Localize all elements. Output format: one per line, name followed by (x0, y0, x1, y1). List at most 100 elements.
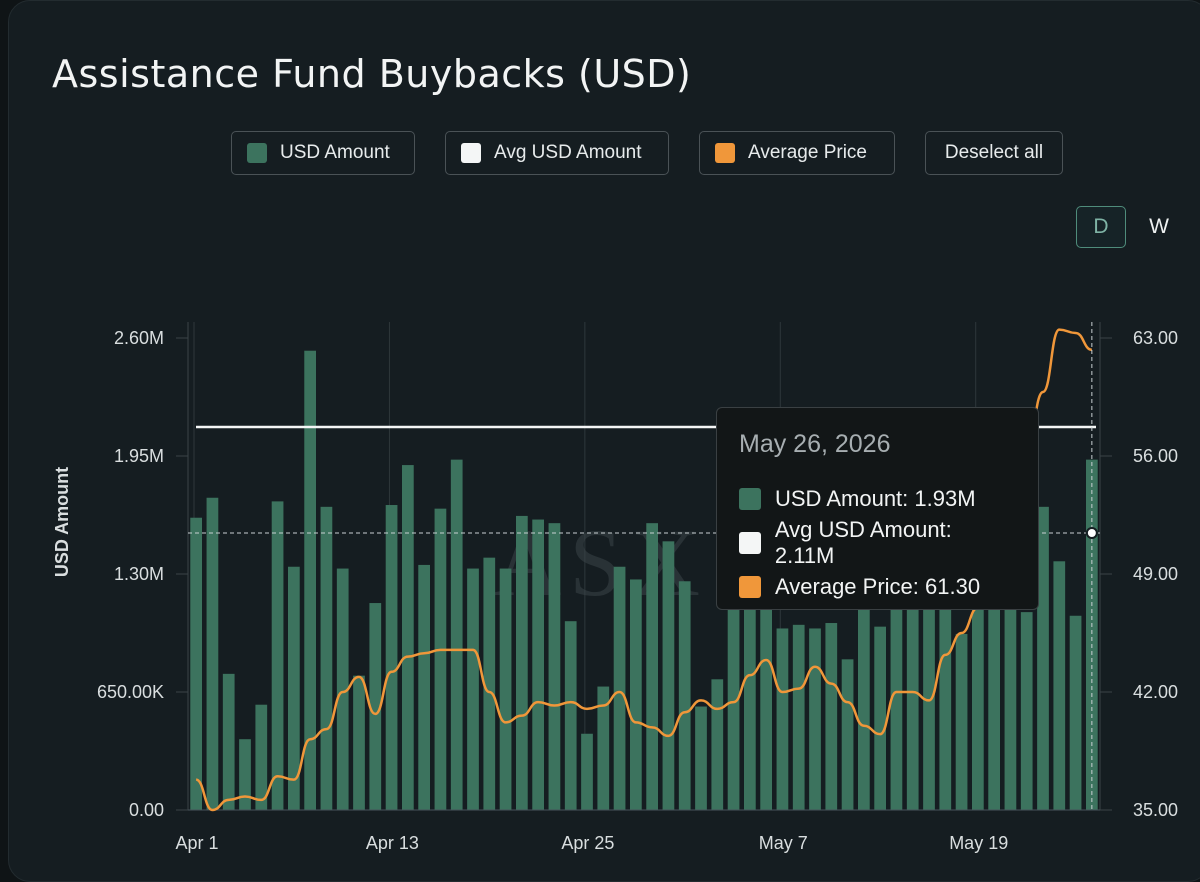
usd-amount-bar[interactable] (353, 675, 365, 810)
tooltip-row-avg-usd-amount: Avg USD Amount: 2.11M (739, 517, 1016, 568)
usd-amount-bar[interactable] (450, 459, 463, 810)
usd-amount-bar[interactable] (239, 739, 251, 810)
usd-amount-bar[interactable] (1037, 506, 1049, 810)
legend-usd-amount-button[interactable]: USD Amount (231, 131, 415, 175)
usd-amount-bar[interactable] (857, 592, 870, 810)
usd-amount-bar[interactable] (385, 505, 398, 810)
usd-amount-bar[interactable] (336, 568, 349, 810)
usd-amount-bar[interactable] (792, 624, 805, 810)
usd-amount-bar[interactable] (483, 557, 496, 810)
deselect-all-button[interactable]: Deselect all (925, 131, 1063, 175)
usd-amount-bar[interactable] (825, 623, 838, 810)
y2-tick-label: 63.00 (1133, 328, 1178, 348)
x-tick-label: May 19 (949, 833, 1008, 853)
tooltip-avg-usd-amount-text: Avg USD Amount: 2.11M (774, 517, 952, 568)
tooltip-avg-usd-amount-swatch-icon (739, 532, 761, 554)
usd-amount-bar[interactable] (499, 568, 512, 810)
legend-average-price-button[interactable]: Average Price (699, 131, 895, 175)
tooltip-date: May 26, 2026 (739, 430, 891, 458)
usd-amount-bar[interactable] (613, 566, 626, 810)
usd-amount-bar[interactable] (564, 621, 577, 810)
x-tick-label: Apr 1 (175, 833, 218, 853)
usd-amount-bar[interactable] (727, 557, 740, 810)
usd-amount-bar[interactable] (776, 628, 789, 810)
usd-amount-bar[interactable] (190, 517, 203, 810)
usd-amount-bar[interactable] (271, 501, 284, 810)
legend-avg-usd-amount-button[interactable]: Avg USD Amount (445, 131, 669, 175)
usd-amount-bar[interactable] (1020, 612, 1033, 810)
usd-amount-bar[interactable] (1085, 459, 1098, 810)
usd-amount-bar[interactable] (890, 570, 903, 810)
period-weekly-button[interactable]: W (1149, 215, 1169, 238)
usd-amount-bar[interactable] (955, 633, 968, 810)
usd-amount-bar[interactable] (939, 592, 952, 810)
usd-amount-bar[interactable] (662, 541, 675, 810)
y-tick-label: 0.00 (129, 800, 164, 820)
tooltip-row-average-price: Average Price: 61.30 (739, 565, 1016, 609)
tooltip-usd-amount-text: USD Amount: 1.93M (775, 486, 976, 511)
usd-amount-bar[interactable] (760, 583, 773, 810)
tooltip-average-price-swatch-icon (739, 576, 761, 598)
usd-amount-bar[interactable] (401, 465, 414, 810)
y-tick-label: 1.95M (114, 446, 164, 466)
usd-amount-bar[interactable] (581, 733, 593, 810)
usd-amount-bar[interactable] (304, 350, 317, 810)
usd-amount-bar[interactable] (646, 523, 659, 810)
usd-amount-bar[interactable] (971, 539, 984, 810)
period-daily-button[interactable]: D (1076, 206, 1126, 248)
usd-amount-bar[interactable] (369, 603, 382, 810)
y-tick-label: 650.00K (97, 682, 164, 702)
y2-tick-label: 49.00 (1133, 564, 1178, 584)
usd-amount-bar[interactable] (629, 579, 642, 810)
usd-amount-bar[interactable] (743, 606, 756, 810)
usd-amount-bar[interactable] (418, 564, 431, 810)
y-axis-label: USD Amount (52, 467, 72, 577)
y2-tick-label: 56.00 (1133, 446, 1178, 466)
legend-usd-amount-label: USD Amount (280, 142, 390, 163)
usd-amount-bar[interactable] (923, 583, 935, 810)
usd-amount-bar[interactable] (841, 659, 854, 810)
y-tick-label: 2.60M (114, 328, 164, 348)
tooltip-row-usd-amount: USD Amount: 1.93M (739, 477, 1016, 521)
x-tick-label: Apr 25 (561, 833, 614, 853)
usd-amount-bar[interactable] (809, 628, 821, 810)
usd-amount-bar[interactable] (597, 686, 610, 810)
avg-usd-amount-swatch-icon (461, 143, 481, 163)
usd-amount-bar[interactable] (532, 519, 545, 810)
y-tick-label: 1.30M (114, 564, 164, 584)
chart-tooltip: May 26, 2026 USD Amount: 1.93M Avg USD A… (716, 407, 1039, 610)
usd-amount-bar[interactable] (467, 568, 479, 810)
usd-amount-bar[interactable] (320, 506, 333, 810)
usd-amount-bar[interactable] (255, 704, 268, 810)
x-tick-label: Apr 13 (366, 833, 419, 853)
usd-amount-bar[interactable] (1053, 561, 1066, 810)
usd-amount-bar[interactable] (1004, 590, 1017, 810)
usd-amount-bar[interactable] (434, 508, 447, 810)
x-tick-label: May 7 (759, 833, 808, 853)
usd-amount-bar[interactable] (515, 515, 528, 810)
usd-amount-bar[interactable] (988, 593, 1001, 810)
deselect-all-label: Deselect all (944, 142, 1044, 163)
chart-title: Assistance Fund Buybacks (USD) (52, 52, 692, 96)
usd-amount-bar[interactable] (695, 706, 707, 810)
legend-average-price-label: Average Price (748, 142, 867, 163)
usd-amount-bar[interactable] (678, 581, 691, 810)
average-price-line (195, 328, 1093, 812)
crosshair-point (1085, 527, 1098, 539)
y2-tick-label: 42.00 (1133, 682, 1178, 702)
average-price-swatch-icon (715, 143, 735, 163)
tooltip-average-price-text: Average Price: 61.30 (775, 574, 981, 599)
usd-amount-bar[interactable] (206, 497, 219, 810)
usd-amount-bar[interactable] (711, 679, 724, 810)
usd-amount-swatch-icon (247, 143, 267, 163)
legend-avg-usd-amount-label: Avg USD Amount (494, 142, 642, 163)
usd-amount-bar[interactable] (1069, 615, 1082, 810)
usd-amount-bar[interactable] (874, 626, 887, 810)
usd-amount-bar[interactable] (287, 566, 300, 810)
tooltip-usd-amount-swatch-icon (739, 488, 761, 510)
usd-amount-bar[interactable] (548, 523, 561, 810)
y2-tick-label: 35.00 (1133, 800, 1178, 820)
usd-amount-bar[interactable] (222, 673, 235, 810)
usd-amount-bar[interactable] (906, 592, 919, 810)
